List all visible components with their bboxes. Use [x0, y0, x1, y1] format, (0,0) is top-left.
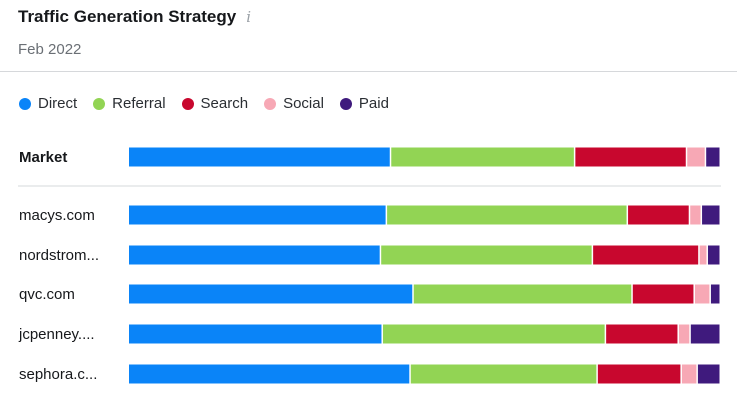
legend-item-paid[interactable]: Paid [339, 95, 389, 112]
bar-row[interactable]: jcpenney.... [18, 324, 720, 344]
legend-item-direct[interactable]: Direct [19, 95, 77, 112]
row-label[interactable]: sephora.c... [19, 366, 97, 383]
chart-header: Traffic Generation Strategy i Feb 2022 [18, 6, 251, 58]
legend-label: Search [200, 95, 249, 112]
legend-item-referral[interactable]: Referral [93, 95, 166, 112]
bar-segment-direct[interactable] [129, 284, 413, 304]
bar-segment-referral[interactable] [387, 205, 627, 225]
bar-segment-search[interactable] [597, 364, 681, 384]
row-label: Market [19, 149, 67, 166]
legend-dot-referral [93, 97, 106, 110]
legend-label: Paid [358, 95, 389, 112]
legend: Direct Referral Search Social Paid [19, 95, 405, 112]
bar-segment-direct[interactable] [129, 147, 390, 167]
bar-row[interactable]: nordstrom... [19, 245, 720, 265]
bar-segment-direct[interactable] [129, 205, 386, 225]
legend-dot-paid [339, 97, 352, 110]
row-label[interactable]: nordstrom... [19, 247, 99, 264]
bar-segment-direct[interactable] [129, 364, 410, 384]
bar-segment-referral[interactable] [413, 284, 632, 304]
bar-row[interactable]: macys.com [19, 205, 720, 225]
legend-label: Referral [112, 95, 166, 112]
bar-segment-search[interactable] [632, 284, 694, 304]
bar-segment-referral[interactable] [410, 364, 597, 384]
bar-segment-paid[interactable] [706, 147, 720, 167]
legend-dot-search [181, 97, 194, 110]
header-divider [0, 71, 737, 72]
info-icon[interactable]: i [246, 8, 252, 26]
bar-segment-search[interactable] [593, 245, 699, 265]
bar-segment-social[interactable] [690, 205, 701, 225]
bar-segment-social[interactable] [699, 245, 707, 265]
bar-segment-referral[interactable] [382, 324, 605, 344]
legend-item-social[interactable]: Social [264, 95, 324, 112]
bar-segment-search[interactable] [628, 205, 689, 225]
bar-segment-search[interactable] [606, 324, 678, 344]
chart-title: Traffic Generation Strategy [18, 7, 237, 26]
bar-segment-paid[interactable] [707, 245, 720, 265]
bar-segment-social[interactable] [681, 364, 697, 384]
title-row: Traffic Generation Strategy i [18, 6, 251, 28]
legend-label: Direct [38, 95, 78, 112]
row-label[interactable]: jcpenney.... [18, 326, 95, 343]
chart-subtitle: Feb 2022 [18, 41, 82, 58]
row-label[interactable]: macys.com [19, 207, 95, 224]
bar-segment-social[interactable] [687, 147, 705, 167]
row-label[interactable]: qvc.com [19, 286, 75, 303]
bar-segment-paid[interactable] [697, 364, 720, 384]
bar-segment-direct[interactable] [129, 245, 380, 265]
bar-segment-paid[interactable] [702, 205, 720, 225]
legend-item-search[interactable]: Search [181, 95, 249, 112]
bar-row[interactable]: qvc.com [19, 284, 720, 304]
bar-row[interactable]: sephora.c... [19, 364, 720, 384]
legend-label: Social [283, 95, 324, 112]
bar-segment-search[interactable] [575, 147, 686, 167]
bar-segment-social[interactable] [694, 284, 710, 304]
bar-row[interactable]: Market [19, 147, 720, 167]
bar-segment-referral[interactable] [381, 245, 592, 265]
legend-dot-social [264, 97, 277, 110]
bar-segment-social[interactable] [678, 324, 690, 344]
legend-dot-direct [19, 97, 31, 110]
bar-segment-paid[interactable] [710, 284, 720, 304]
bar-segment-direct[interactable] [129, 324, 382, 344]
bar-segment-paid[interactable] [690, 324, 720, 344]
bar-segment-referral[interactable] [391, 147, 574, 167]
